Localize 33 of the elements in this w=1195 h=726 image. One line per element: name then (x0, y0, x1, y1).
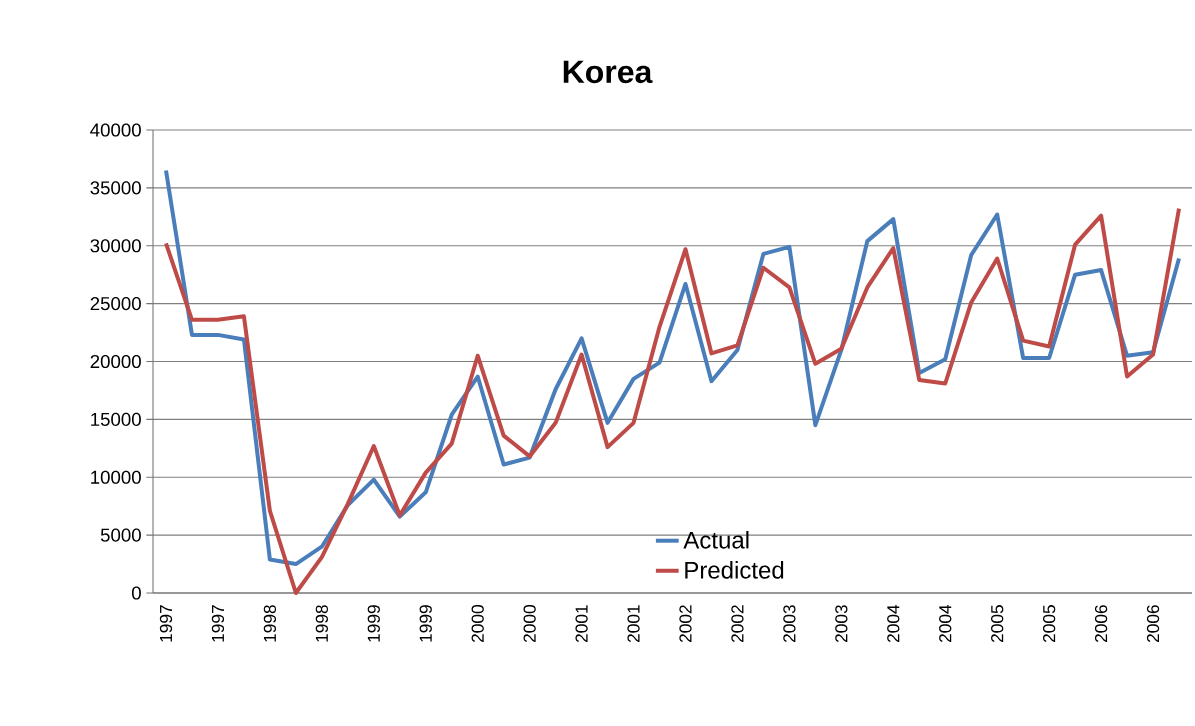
x-tick-label: 2001 (575, 605, 588, 643)
legend-label: Actual (683, 531, 749, 549)
x-tick-label: 2004 (887, 604, 900, 643)
x-tick-label: 2002 (679, 605, 692, 643)
chart-title: Korea (563, 60, 653, 84)
x-tick-label: 2005 (1043, 605, 1056, 643)
x-tick-label: 2001 (627, 605, 640, 643)
x-tick-label: 2006 (1094, 605, 1108, 643)
x-tick-label: 2003 (835, 605, 848, 643)
x-tick-label: 1999 (367, 605, 380, 642)
y-tick-label: 40000 (90, 123, 141, 137)
x-tick-label: 2000 (471, 605, 484, 643)
y-tick-label: 20000 (90, 354, 141, 369)
y-tick-label: 5000 (100, 528, 141, 542)
x-tick-label: 1997 (159, 605, 173, 642)
y-tick-label: 35000 (90, 181, 141, 195)
y-tick-label: 10000 (91, 470, 141, 484)
x-tick-label: 2002 (731, 605, 744, 643)
x-tick-label: 1999 (419, 605, 432, 642)
x-tick-label: 2005 (991, 605, 1004, 643)
line-series (163, 206, 1182, 595)
x-tick-label: 1997 (211, 605, 225, 642)
y-tick-label: 15000 (91, 412, 141, 426)
y-tick-label: 25000 (90, 297, 141, 311)
x-tick-label: 2006 (1146, 605, 1160, 643)
x-tick-label: 2004 (939, 604, 952, 643)
legend-label: Predicted (685, 561, 784, 579)
x-tick-label: 1998 (263, 605, 277, 642)
x-tick-label: 1998 (315, 605, 328, 642)
y-tick-label: 0 (131, 586, 141, 600)
x-tick-label: 2003 (783, 605, 796, 643)
y-tick-label: 30000 (90, 239, 141, 253)
x-tick-label: 2000 (523, 605, 536, 643)
